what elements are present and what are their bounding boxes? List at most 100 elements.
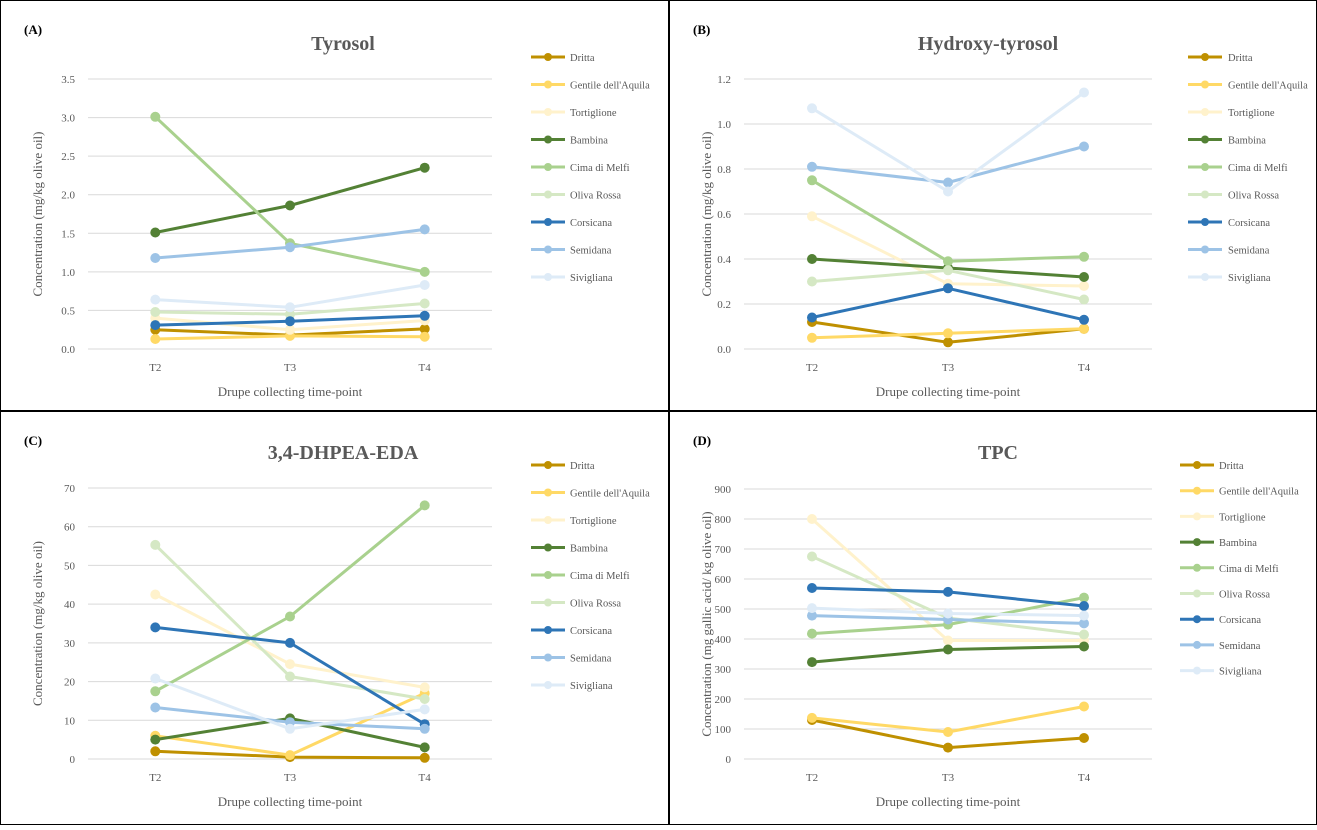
chart-panel-4: (D) TPC 0 100 200 300 400 500 600 700 800 900 T2 T3 T4… <box>669 411 1317 825</box>
y-tick-label: 3.5 <box>61 74 75 86</box>
legend-marker <box>544 135 552 144</box>
series-oliva-rossa <box>807 265 1089 305</box>
legend-marker <box>1201 80 1209 89</box>
y-axis-label: Concentration (mg/kg olive oil) <box>699 132 714 297</box>
y-tick-label: 0.6 <box>717 209 731 221</box>
x-tick-label: T3 <box>284 362 297 374</box>
data-point <box>419 742 430 753</box>
data-point <box>1079 618 1089 629</box>
y-tick-label: 60 <box>64 522 76 534</box>
data-point <box>1079 314 1089 325</box>
y-tick-label: 1.2 <box>717 74 731 86</box>
data-point <box>943 635 953 646</box>
legend-label: Dritta <box>1219 461 1244 472</box>
legend-marker <box>544 53 552 61</box>
x-tick-label: T4 <box>419 772 432 784</box>
series-line <box>810 91 1086 193</box>
data-point <box>285 324 295 335</box>
data-point <box>285 611 295 622</box>
legend-label: Oliva Rossa <box>570 599 621 610</box>
legend-item: Oliva Rossa <box>531 190 621 202</box>
series-sivigliana <box>807 87 1089 197</box>
data-point <box>943 608 953 619</box>
legend-label: Sivigliana <box>1219 667 1262 678</box>
data-point <box>150 294 161 305</box>
chart-title: Hydroxy-tyrosol <box>918 33 1059 55</box>
legend-label: Semidana <box>570 654 612 665</box>
x-axis-label: Drupe collecting time-point <box>218 794 363 809</box>
data-point <box>1079 141 1089 152</box>
y-tick-label: 1.5 <box>61 228 75 240</box>
legend-label: Cima di Melfi <box>570 163 630 174</box>
legend-marker <box>544 245 552 254</box>
legend-item: Dritta <box>1188 53 1253 64</box>
legend-item: Semidana <box>531 245 612 257</box>
x-tick-label: T2 <box>149 772 161 784</box>
series-tortiglione <box>150 589 430 693</box>
x-tick-label: T2 <box>149 362 161 374</box>
y-tick-label: 0.0 <box>61 344 75 356</box>
data-point <box>1079 281 1089 291</box>
data-point <box>807 276 817 287</box>
series-sivigliana <box>807 603 1089 621</box>
legend-item: Dritta <box>531 461 595 472</box>
legend-label: Bambina <box>1228 136 1266 147</box>
data-point <box>1079 272 1089 282</box>
legend-item: Dritta <box>1180 461 1244 472</box>
legend-item: Sivigliana <box>531 273 613 284</box>
legend-item: Tortiglione <box>531 108 617 119</box>
legend-label: Corsicana <box>570 218 612 229</box>
y-tick-label: 50 <box>64 560 76 572</box>
data-point <box>150 686 161 697</box>
panel-label: (C) <box>24 433 42 448</box>
chart-panel-3: (C) 3,4-DHPEA-EDA 0 10 20 30 40 50 60 70 T2 T3 T4 Dru… <box>0 411 669 825</box>
legend-marker <box>1193 589 1201 598</box>
legend-item: Sivigliana <box>1180 666 1262 678</box>
legend-label: Corsicana <box>570 626 612 637</box>
series-cima-di-melfi <box>807 592 1089 639</box>
data-point <box>150 746 161 757</box>
legend-label: Oliva Rossa <box>1228 191 1279 202</box>
series-gentile-dell-aquila <box>807 701 1089 737</box>
data-point <box>285 302 295 313</box>
legend-marker <box>1193 512 1201 521</box>
y-tick-label: 400 <box>715 634 732 646</box>
series-sivigliana <box>150 280 430 313</box>
x-tick-label: T2 <box>806 362 818 374</box>
legend-item: Cima di Melfi <box>1180 563 1279 575</box>
data-point <box>807 657 817 668</box>
data-point <box>943 283 953 294</box>
legend-label: Sivigliana <box>570 273 613 284</box>
data-point <box>1079 701 1089 712</box>
legend-label: Sivigliana <box>570 681 613 692</box>
series-oliva-rossa <box>150 298 430 320</box>
series-line <box>153 166 427 234</box>
legend-item: Tortiglione <box>1180 512 1266 523</box>
legend-label: Gentile dell'Aquila <box>1219 487 1299 498</box>
y-tick-label: 900 <box>715 484 732 496</box>
legend-label: Semidana <box>1228 246 1270 257</box>
data-point <box>150 539 161 550</box>
legend-marker <box>544 543 552 552</box>
data-point <box>150 589 161 600</box>
data-point <box>943 328 953 339</box>
data-point <box>150 253 161 263</box>
y-tick-label: 0.8 <box>717 164 731 176</box>
y-tick-label: 0 <box>70 754 76 766</box>
data-point <box>285 316 295 327</box>
data-point <box>943 644 953 655</box>
data-point <box>943 586 953 597</box>
legend-label: Gentile dell'Aquila <box>1228 81 1308 92</box>
series-corsicana <box>150 310 430 331</box>
legend-marker <box>1201 218 1209 226</box>
series-semidana <box>150 224 430 263</box>
panel-label: (B) <box>693 22 710 37</box>
legend-label: Dritta <box>570 461 595 472</box>
legend-marker <box>544 488 552 497</box>
data-point <box>419 266 430 277</box>
legend-item: Sivigliana <box>531 681 613 692</box>
legend-item: Bambina <box>531 135 608 147</box>
legend-item: Tortiglione <box>531 516 617 527</box>
legend-item: Gentile dell'Aquila <box>531 80 650 92</box>
y-tick-label: 0.0 <box>717 344 731 356</box>
